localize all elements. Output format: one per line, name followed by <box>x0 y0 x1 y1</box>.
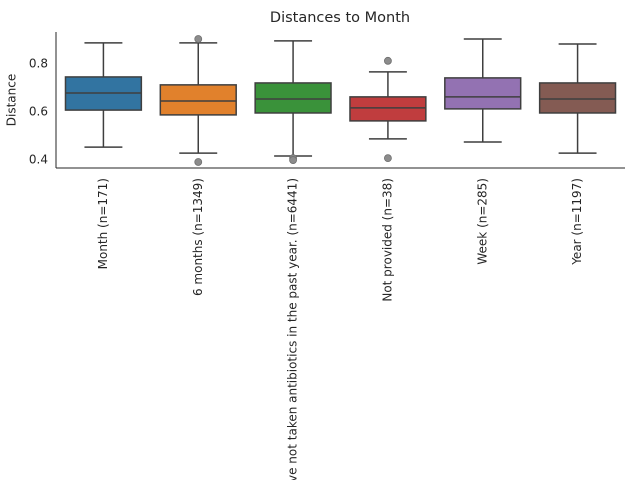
box <box>159 84 237 116</box>
outlier <box>289 156 297 164</box>
outlier <box>384 56 392 65</box>
y-axis-label: Distance <box>5 74 19 126</box>
box <box>254 82 332 114</box>
chart-title: Distances to Month <box>270 10 410 26</box>
outlier <box>194 158 203 166</box>
y-tick-label: 0.6 <box>29 105 48 119</box>
x-tick-label: Week (n=285) <box>475 178 489 265</box>
box <box>349 96 427 122</box>
y-tick-label: 0.8 <box>29 56 48 70</box>
x-tick-label: Not provided (n=38) <box>380 178 394 302</box>
x-tick-label: 6 months (n=1349) <box>191 178 205 296</box>
outlier <box>194 35 203 43</box>
box <box>538 82 617 114</box>
y-tick-label: 0.4 <box>29 153 48 167</box>
outlier <box>384 154 392 163</box>
x-tick-label: Month (n=171) <box>96 178 110 269</box>
box <box>444 77 522 110</box>
x-tick-label: Year (n=1197) <box>570 178 584 266</box>
x-tick-label: I have not taken antibiotics in the past… <box>286 178 300 480</box>
